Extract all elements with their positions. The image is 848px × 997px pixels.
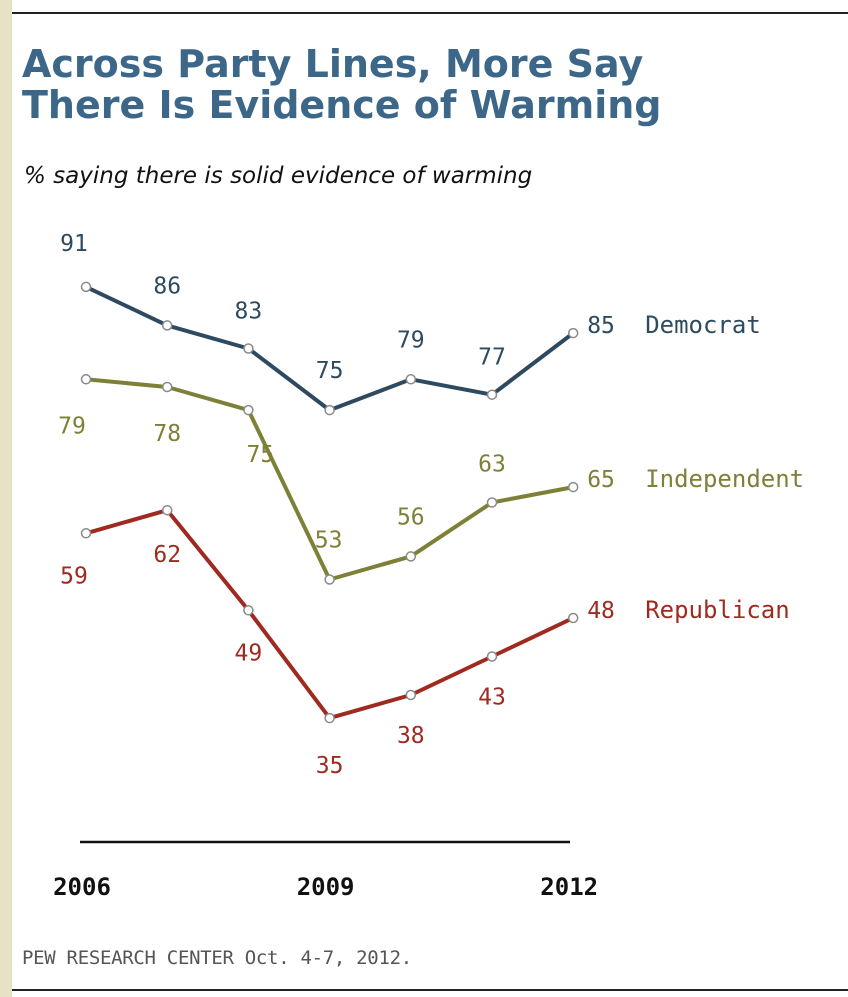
data-point-independent-2007: [161, 381, 173, 393]
data-point-independent-2010: [405, 551, 417, 562]
data-point-democrat-2012: [567, 327, 579, 339]
data-point-democrat-2008: [243, 343, 254, 354]
series-label-democrat: Democrat: [645, 311, 761, 339]
top-rule: [12, 12, 848, 14]
data-label-democrat-2008: 83: [235, 299, 263, 325]
data-label-independent-2010: 56: [397, 504, 425, 530]
bottom-rule: [12, 989, 848, 991]
data-point-republican-2012: [567, 612, 579, 624]
data-label-republican-2011: 43: [478, 685, 506, 711]
data-label-republican-2006: 59: [60, 563, 88, 589]
x-tick-label-2012: 2012: [540, 873, 598, 901]
data-label-democrat-2010: 79: [397, 327, 425, 353]
data-point-democrat-2006: [80, 281, 92, 293]
series-label-republican: Republican: [645, 596, 790, 624]
data-label-independent-2009: 53: [315, 528, 343, 554]
data-label-republican-2008: 49: [235, 640, 263, 666]
data-label-republican-2009: 35: [316, 753, 344, 779]
data-label-independent-2008: 75: [247, 442, 275, 468]
chart-subtitle: % saying there is solid evidence of warm…: [24, 163, 533, 189]
chart-title: Across Party Lines, More Say There Is Ev…: [22, 44, 822, 126]
data-point-independent-2008: [243, 404, 254, 416]
data-point-republican-2008: [243, 605, 254, 616]
data-label-republican-2010: 38: [397, 723, 425, 749]
data-point-democrat-2007: [161, 320, 173, 331]
data-label-republican-2007: 62: [153, 542, 181, 568]
data-label-independent-2006: 79: [58, 413, 86, 439]
data-point-republican-2006: [80, 528, 92, 539]
data-point-independent-2012: [567, 481, 579, 493]
data-point-democrat-2010: [405, 374, 417, 385]
data-label-democrat-2012: 85: [587, 313, 615, 339]
x-tick-label-2006: 2006: [53, 873, 111, 901]
data-point-democrat-2011: [486, 389, 498, 400]
chart-title-line-1: Across Party Lines, More Say: [22, 42, 644, 86]
chart-panel: [12, 0, 848, 997]
series-label-independent: Independent: [645, 465, 804, 493]
data-point-independent-2011: [486, 497, 498, 508]
data-point-republican-2010: [405, 689, 417, 701]
data-point-republican-2011: [486, 651, 498, 662]
data-label-democrat-2006: 91: [60, 231, 88, 257]
data-point-independent-2006: [80, 374, 92, 385]
data-label-independent-2011: 63: [478, 452, 506, 478]
data-point-democrat-2009: [324, 404, 335, 416]
data-label-republican-2012: 48: [587, 598, 615, 624]
data-label-democrat-2009: 75: [316, 358, 344, 384]
source-note: PEW RESEARCH CENTER Oct. 4-7, 2012.: [22, 947, 412, 969]
data-label-democrat-2007: 86: [153, 273, 181, 299]
data-point-independent-2009: [324, 574, 335, 585]
data-label-independent-2012: 65: [587, 467, 615, 493]
data-label-independent-2007: 78: [153, 421, 181, 447]
x-tick-label-2009: 2009: [297, 873, 355, 901]
chart-title-line-2: There Is Evidence of Warming: [22, 83, 662, 127]
data-point-republican-2007: [161, 504, 173, 516]
data-point-republican-2009: [324, 712, 335, 724]
data-label-democrat-2011: 77: [478, 345, 506, 371]
